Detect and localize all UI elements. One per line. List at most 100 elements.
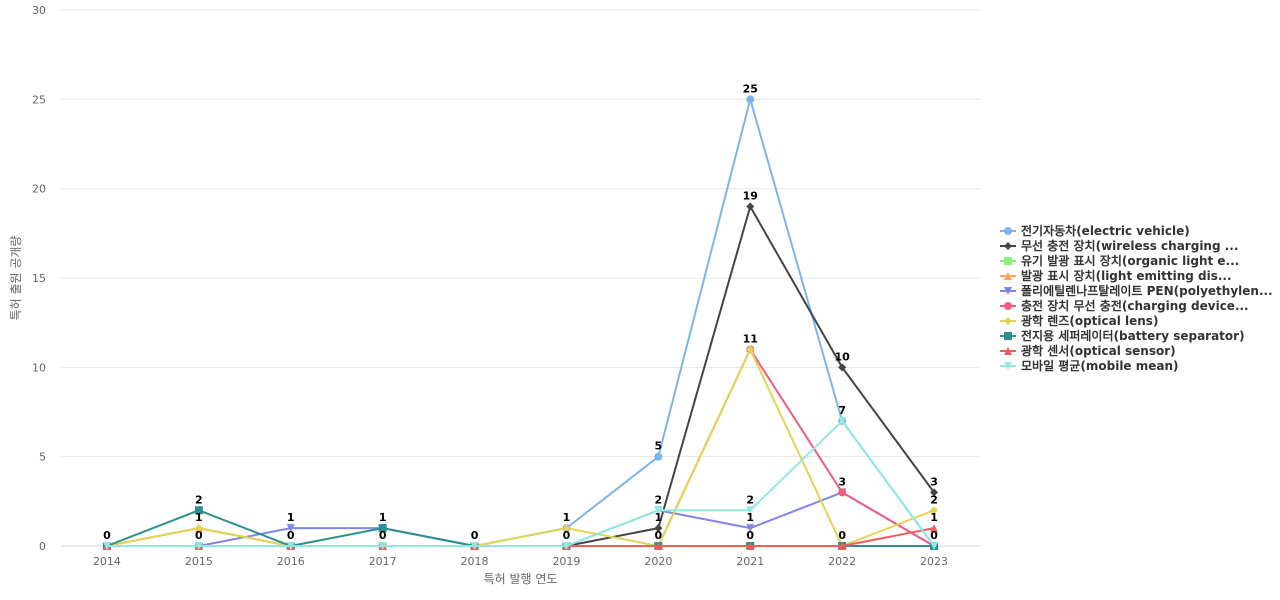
- series-2: [102, 202, 939, 550]
- series-6: [102, 345, 939, 550]
- x-tick-label: 2018: [461, 555, 489, 568]
- series-line: [106, 205, 935, 547]
- data-label: 1: [655, 511, 663, 524]
- legend-item[interactable]: 광학 센서(optical sensor): [1000, 343, 1176, 358]
- data-point: [930, 542, 939, 550]
- data-label: 10: [834, 350, 850, 363]
- legend-marker-icon: [1004, 257, 1012, 265]
- x-tick-label: 2019: [552, 555, 580, 568]
- data-point: [930, 506, 939, 515]
- legend-marker-icon: [1004, 227, 1012, 235]
- x-tick-label: 2023: [920, 555, 948, 568]
- data-label: 1: [563, 511, 571, 524]
- data-label: 0: [746, 529, 754, 542]
- data-point: [838, 542, 847, 550]
- data-label: 1: [930, 511, 938, 524]
- data-point: [194, 506, 203, 515]
- data-point: [746, 542, 755, 550]
- legend-label: 폴리에틸렌나프탈레이트 PEN(polyethylen...: [1021, 283, 1273, 298]
- series-group: [102, 95, 939, 550]
- legend-label: 광학 센서(optical sensor): [1021, 343, 1176, 358]
- legend-marker-icon: [1004, 287, 1012, 295]
- data-point: [194, 524, 203, 533]
- legend-item[interactable]: 모바일 평균(mobile mean): [1000, 358, 1179, 373]
- data-point: [562, 524, 571, 533]
- data-point: [654, 524, 663, 533]
- x-tick-label: 2020: [644, 555, 672, 568]
- legend-marker-icon: [1004, 242, 1012, 250]
- y-axis-tick-labels: 0 5 10 15 20 25 30: [32, 4, 46, 553]
- legend-marker-icon: [1004, 332, 1012, 340]
- legend-item[interactable]: 광학 렌즈(optical lens): [1000, 313, 1158, 328]
- y-tick-label: 0: [39, 540, 46, 553]
- data-label: 0: [195, 529, 203, 542]
- data-label: 0: [838, 529, 846, 542]
- data-point: [930, 488, 939, 497]
- legend-label: 충전 장치 무선 충전(charging device...: [1021, 298, 1249, 313]
- legend-label: 유기 발광 표시 장치(organic light e...: [1021, 253, 1239, 268]
- data-point: [654, 452, 663, 461]
- data-label: 0: [103, 529, 111, 542]
- data-point: [746, 202, 755, 211]
- data-label: 2: [195, 493, 203, 506]
- x-tick-label: 2021: [736, 555, 764, 568]
- series-line: [106, 348, 935, 547]
- x-tick-label: 2014: [93, 555, 121, 568]
- x-tick-label: 2017: [369, 555, 397, 568]
- legend-item[interactable]: 폴리에틸렌나프탈레이트 PEN(polyethylen...: [1000, 283, 1273, 298]
- y-tick-label: 15: [32, 272, 46, 285]
- data-label: 7: [838, 404, 846, 417]
- legend-item[interactable]: 발광 표시 장치(light emitting dis...: [1000, 268, 1232, 283]
- data-label: 1: [195, 511, 203, 524]
- data-label: 2: [655, 493, 663, 506]
- data-point: [838, 416, 847, 425]
- data-label: 3: [838, 475, 846, 488]
- data-label: 0: [287, 529, 295, 542]
- legend-marker-icon: [1004, 347, 1012, 355]
- legend-marker-icon: [1004, 362, 1012, 370]
- legend-label: 전지용 세퍼레이터(battery separator): [1021, 328, 1245, 343]
- legend-label: 발광 표시 장치(light emitting dis...: [1021, 268, 1232, 283]
- data-label: 0: [379, 529, 387, 542]
- data-point: [746, 506, 755, 515]
- data-point: [378, 542, 387, 550]
- data-point: [102, 542, 111, 550]
- y-tick-label: 30: [32, 4, 46, 17]
- y-tick-label: 5: [39, 451, 46, 464]
- x-tick-label: 2016: [277, 555, 305, 568]
- data-label: 0: [655, 529, 663, 542]
- data-point: [562, 542, 571, 550]
- series-8: [102, 506, 939, 550]
- x-tick-label: 2015: [185, 555, 213, 568]
- data-point: [930, 524, 939, 533]
- data-point: [838, 488, 847, 497]
- data-point: [378, 524, 387, 533]
- legend: 전기자동차(electric vehicle)무선 충전 장치(wireless…: [1000, 223, 1273, 373]
- legend-item[interactable]: 전기자동차(electric vehicle): [1000, 223, 1190, 238]
- y-tick-label: 10: [32, 361, 46, 374]
- data-point: [286, 542, 295, 550]
- x-axis-tick-labels: 2014 2015 2016 2017 2018 2019 2020 2021 2022 2023: [93, 555, 948, 568]
- data-label: 0: [563, 529, 571, 542]
- legend-marker-icon: [1004, 272, 1012, 280]
- series-5: [102, 488, 939, 550]
- y-tick-label: 20: [32, 183, 46, 196]
- data-label: 1: [287, 511, 295, 524]
- data-label: 2: [746, 493, 754, 506]
- data-point: [746, 524, 755, 533]
- legend-item[interactable]: 전지용 세퍼레이터(battery separator): [1000, 328, 1245, 343]
- data-point: [286, 524, 295, 533]
- x-tick-label: 2022: [828, 555, 856, 568]
- legend-item[interactable]: 충전 장치 무선 충전(charging device...: [1000, 298, 1249, 313]
- data-label: 1: [379, 511, 387, 524]
- y-tick-label: 25: [32, 93, 46, 106]
- y-axis-title: 특허 출원 공개량: [9, 236, 23, 321]
- legend-item[interactable]: 무선 충전 장치(wireless charging ...: [1000, 238, 1238, 253]
- legend-label: 모바일 평균(mobile mean): [1021, 358, 1179, 373]
- legend-item[interactable]: 유기 발광 표시 장치(organic light e...: [1000, 253, 1239, 268]
- series-line: [106, 419, 935, 547]
- data-point: [194, 542, 203, 550]
- data-point: [654, 542, 663, 550]
- data-label: 0: [471, 529, 479, 542]
